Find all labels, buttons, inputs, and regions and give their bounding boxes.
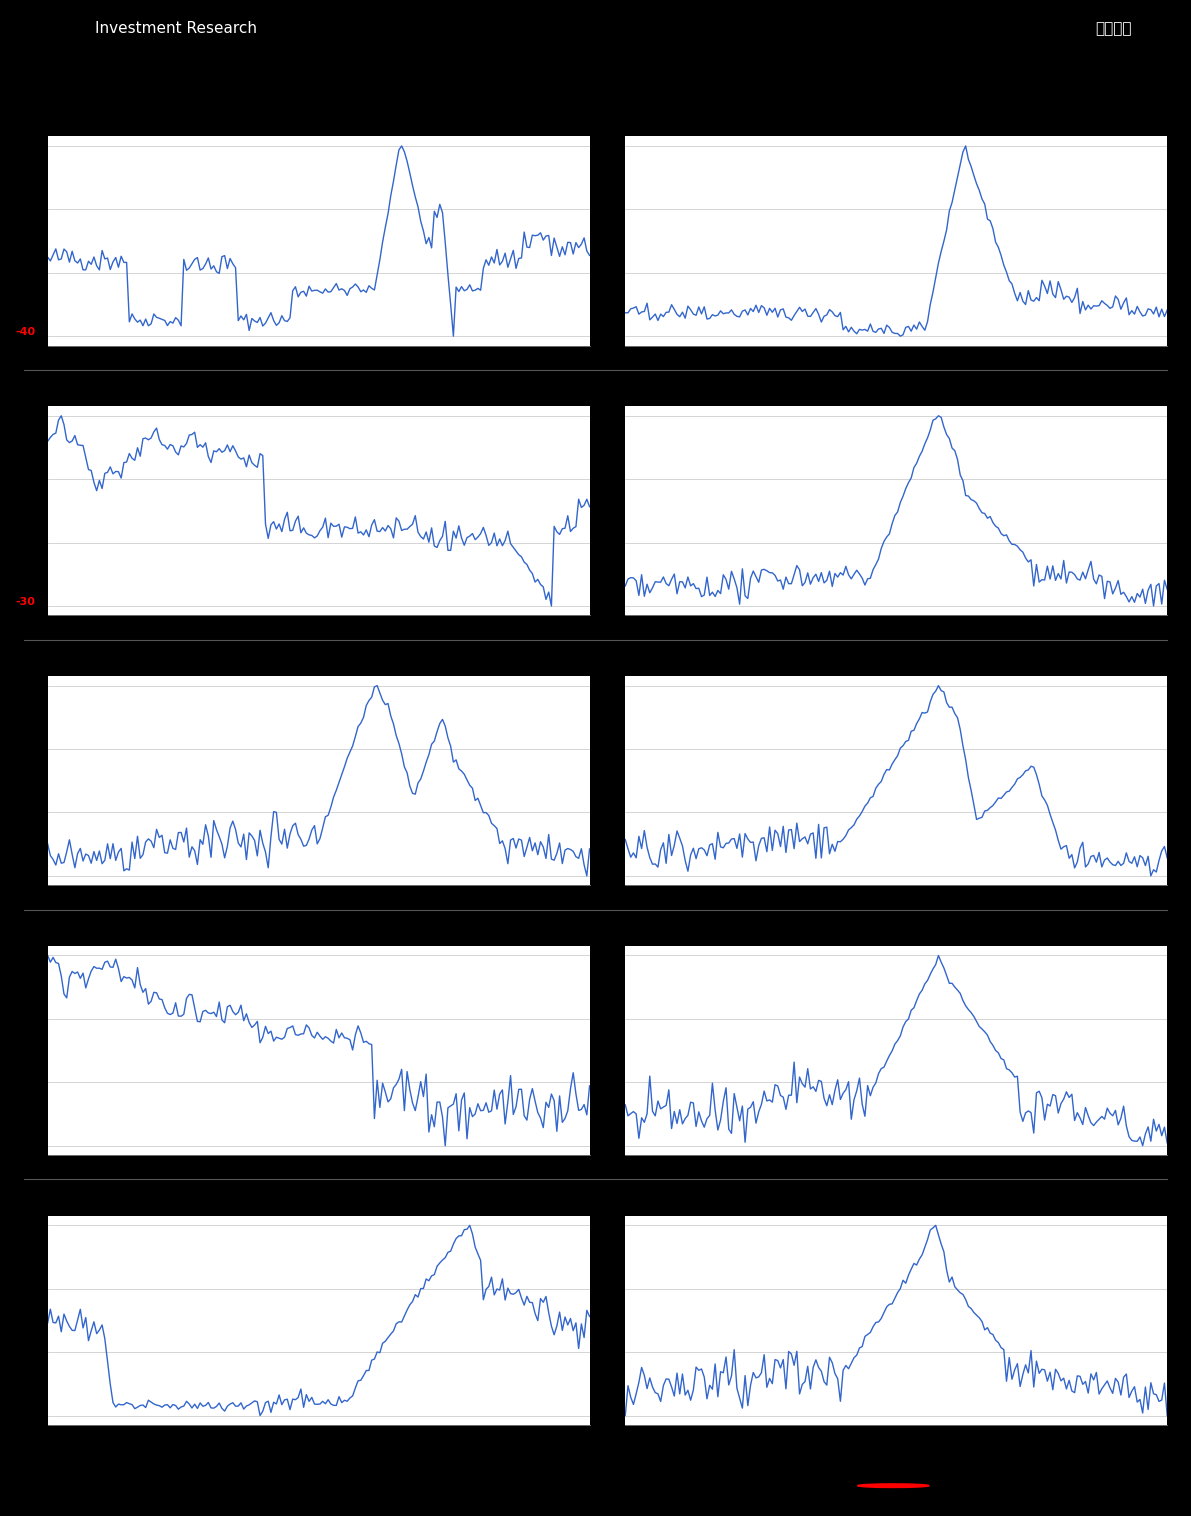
Circle shape	[858, 1484, 929, 1487]
Text: 估値周报: 估値周报	[1095, 21, 1131, 36]
Text: -30: -30	[15, 597, 35, 606]
Text: Investment Research: Investment Research	[95, 21, 257, 36]
Text: -40: -40	[15, 327, 36, 337]
